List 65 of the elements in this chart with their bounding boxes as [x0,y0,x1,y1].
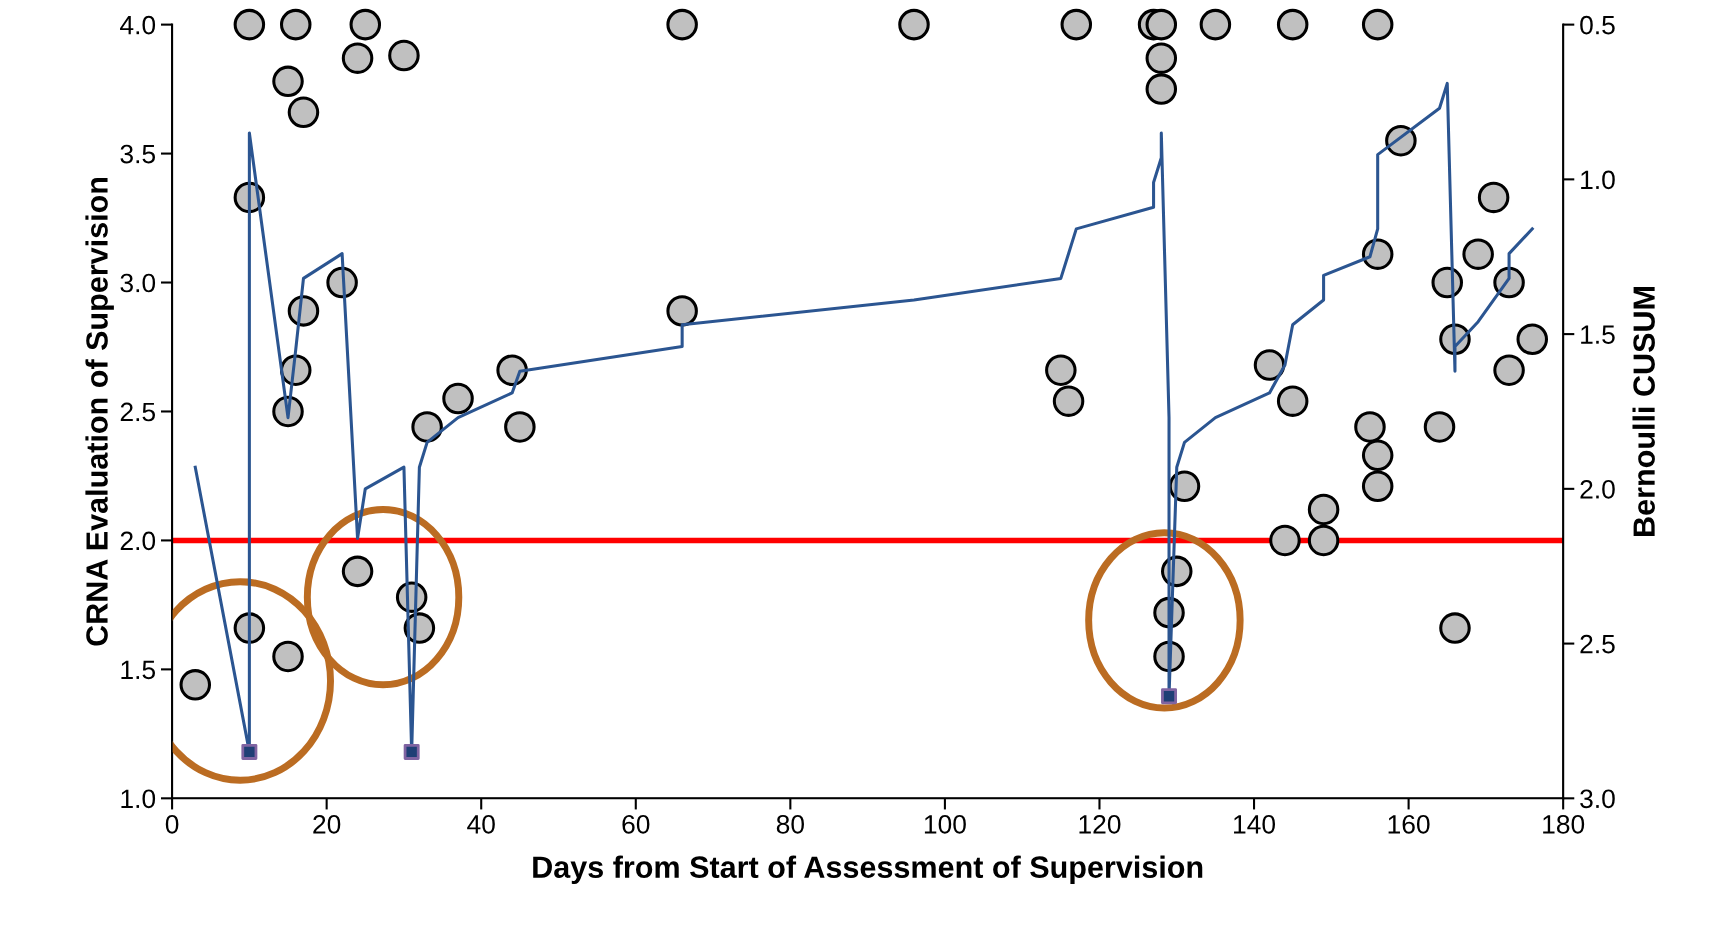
y2-tick-label: 1.0 [1581,170,1615,190]
x-tick-label: 120 [1079,814,1121,834]
point [1052,385,1085,417]
point [179,669,212,701]
point [1361,439,1394,472]
point [1439,612,1471,644]
point [1269,524,1301,557]
point [1145,42,1178,74]
point [1423,411,1456,443]
point [287,96,320,129]
y2-axis-title: Bernoulli CUSUM [1632,287,1655,536]
point [1307,524,1340,557]
point [666,8,698,41]
x-axis-title: Days from Start of Assessment of Supervision [533,855,1203,885]
point [1060,8,1093,41]
y2-tick-label: 2.0 [1580,479,1615,499]
x-tick-label: 100 [924,814,966,834]
point [1477,181,1510,214]
x-tick-label: 80 [776,814,804,834]
point [504,411,536,443]
point [1045,354,1077,386]
point [388,39,420,72]
x-tick-label: 140 [1234,814,1276,834]
point [442,382,474,415]
x-tick-label: 40 [467,814,495,834]
point [1361,470,1394,503]
point [272,65,304,98]
point [1199,8,1232,41]
y-tick-label: 2.0 [120,531,156,551]
point [898,8,930,41]
point [341,555,374,588]
x-tick-label: 20 [313,814,341,834]
x-tick-label: 60 [622,814,650,834]
y2-tick-label: 2.5 [1580,634,1615,654]
point [411,411,443,443]
y-tick-label: 3.0 [120,273,156,293]
x-tick-label: 0 [165,814,179,834]
point [1276,385,1309,417]
point [1516,323,1549,356]
point [1145,8,1178,41]
point [279,8,312,41]
y-tick-label: 1.0 [121,789,156,809]
y-tick-label: 1.5 [121,660,156,680]
point [233,8,266,41]
y2-tick-label: 0.5 [1580,15,1615,35]
point [272,640,304,673]
point [1361,8,1394,41]
point [1462,238,1494,270]
point [341,42,374,74]
point [349,8,382,41]
point [1276,8,1309,41]
x-tick-label: 180 [1543,814,1585,834]
y-tick-label: 2.5 [120,402,156,422]
y2-tick-label: 3.0 [1580,789,1615,809]
point [1253,349,1286,381]
point [1354,411,1386,443]
x-tick-label: 160 [1388,814,1430,834]
y2-tick-label: 1.5 [1581,325,1615,344]
point [666,295,698,327]
point [1145,73,1178,105]
y-axis-title: CRNA Evaluation of Supervision [85,177,114,646]
y-tick-label: 4.0 [120,15,156,35]
point [1493,354,1525,386]
point [1307,493,1340,526]
y-tick-label: 3.5 [120,144,156,164]
